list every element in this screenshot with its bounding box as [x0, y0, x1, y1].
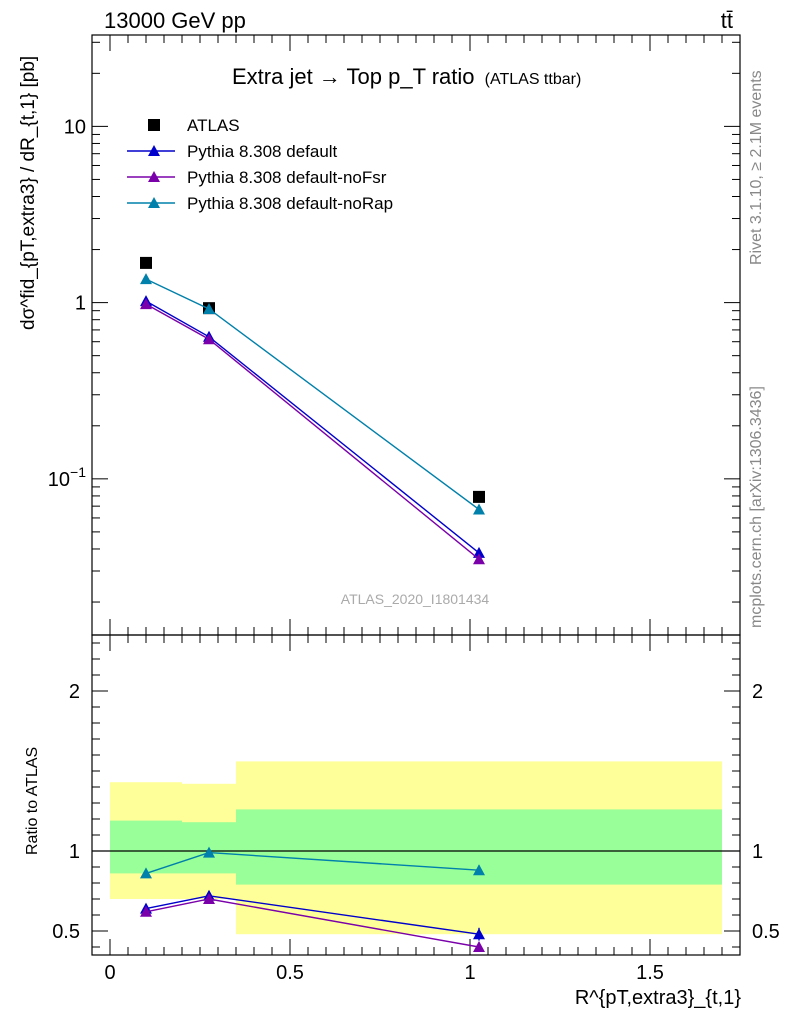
ratio-data-point	[473, 864, 485, 876]
atlas-data-point	[140, 256, 152, 269]
ratio-y-tick-label: 1	[69, 841, 80, 863]
ratio-x-tick-label: 0.5	[276, 962, 304, 984]
ratio-x-tick-label: 1	[464, 962, 475, 984]
ratio-data-point	[473, 941, 485, 952]
mc-data-point	[203, 333, 215, 345]
ratio-y-tick-label-right: 1	[752, 841, 763, 863]
legend-marker	[148, 171, 160, 182]
header-right-label: tt̄	[721, 8, 733, 33]
legend-label: Pythia 8.308 default-noFsr	[187, 168, 387, 187]
main-panel-series	[140, 256, 485, 565]
ratio-y-axis-label: Ratio to ATLAS	[24, 747, 41, 855]
mc-data-point	[473, 503, 485, 515]
legend-marker	[148, 145, 160, 156]
main-y-tick-label: 10−1	[48, 464, 86, 491]
legend-marker	[148, 119, 160, 131]
main-title: Extra jet → Top p_T ratio (ATLAS ttbar)	[232, 64, 581, 89]
legend-label: ATLAS	[187, 116, 240, 135]
main-y-tick-label: 1	[75, 293, 86, 315]
ratio-y-tick-label-right: 2	[752, 681, 763, 703]
ratio-x-tick-label: 1.5	[636, 962, 664, 984]
ratio-panel-ticks: 0.5 0.5 1 1 2 2 0 0.5 1 1.5	[52, 635, 780, 984]
main-panel-ticks: 10−1 1 10	[48, 35, 740, 635]
mcplots-label: mcplots.cern.ch [arXiv:1306.3436]	[748, 386, 765, 628]
series-line	[145, 303, 480, 560]
main-y-axis-label: dσ^fid_{pT,extra3} / dR_{t,1} [pb]	[18, 56, 39, 330]
x-axis-label: R^{pT,extra3}_{t,1}	[575, 987, 741, 1009]
mc-data-point	[203, 302, 215, 314]
main-title-suffix: (ATLAS ttbar)	[485, 71, 582, 88]
ratio-panel-bands	[92, 761, 740, 935]
ratio-panel-series	[140, 846, 485, 952]
series-line	[145, 278, 480, 511]
ratio-y-tick-label: 2	[69, 681, 80, 703]
ratio-data-point	[203, 846, 215, 858]
mc-data-point	[473, 553, 485, 565]
legend-label: Pythia 8.308 default	[187, 142, 338, 161]
mc-data-point	[473, 546, 485, 558]
series-line	[145, 300, 480, 554]
ratio-data-point	[140, 905, 152, 917]
analysis-watermark: ATLAS_2020_I1801434	[341, 591, 490, 607]
uncertainty-band-inner	[110, 820, 182, 874]
ratio-data-point	[203, 893, 215, 904]
ratio-data-point	[473, 928, 485, 940]
ratio-data-point	[140, 867, 152, 879]
rivet-label: Rivet 3.1.10, ≥ 2.1M events	[748, 70, 765, 265]
legend: ATLAS Pythia 8.308 default Pythia 8.308 de…	[127, 116, 393, 213]
header-left-label: 13000 GeV pp	[104, 8, 246, 33]
ratio-y-tick-label-right: 0.5	[752, 921, 780, 943]
ratio-y-tick-label: 0.5	[52, 921, 80, 943]
mc-data-point	[140, 298, 152, 310]
ratio-x-tick-label: 0	[104, 962, 115, 984]
legend-marker	[148, 197, 160, 208]
main-y-tick-label: 10	[64, 116, 86, 138]
ratio-panel-frame	[91, 634, 741, 956]
atlas-data-point	[473, 490, 485, 503]
main-title-text: Extra jet → Top p_T ratio	[232, 64, 475, 89]
legend-label: Pythia 8.308 default-noRap	[187, 194, 393, 213]
mc-data-point	[140, 273, 152, 285]
